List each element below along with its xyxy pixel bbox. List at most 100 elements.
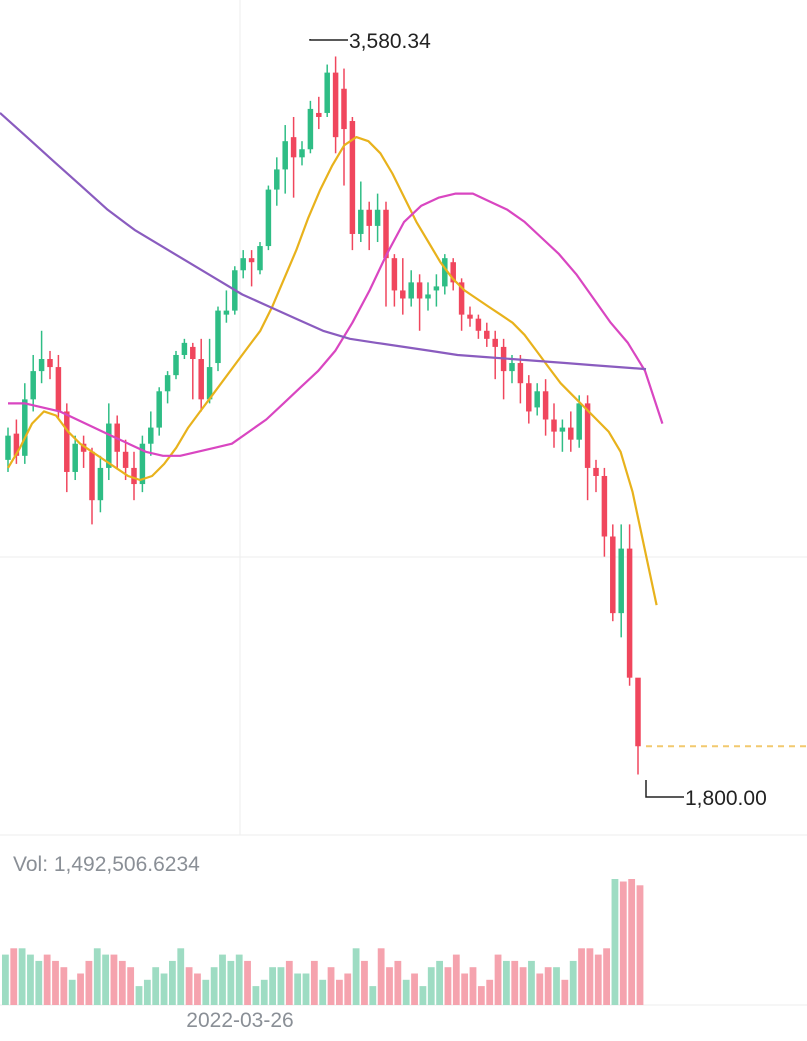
volume-bar	[43, 954, 51, 1005]
candle-body	[265, 189, 272, 247]
candle-body	[131, 467, 137, 485]
candle-body	[559, 427, 566, 432]
volume-bar	[336, 979, 343, 1005]
volume-bar	[85, 960, 93, 1005]
volume-bar	[110, 954, 118, 1005]
volume-bar	[52, 960, 59, 1005]
candle-body	[433, 286, 440, 291]
candle-body	[593, 467, 599, 476]
candle-body	[324, 72, 330, 113]
volume-bar	[369, 986, 377, 1005]
candle-body	[584, 403, 591, 468]
volume-bar	[68, 979, 76, 1005]
ma-slow-line	[0, 112, 647, 371]
candle-body	[215, 310, 221, 364]
low-price-pointer	[645, 780, 684, 798]
volume-bar	[260, 979, 268, 1005]
candle-body	[568, 427, 574, 440]
candle-body	[467, 314, 473, 319]
volume-readout: Vol: 1,492,506.6234	[13, 853, 200, 876]
high-price-marker: 3,580.34	[309, 30, 431, 53]
volume-bar	[628, 879, 636, 1005]
candle-body	[425, 294, 431, 299]
volume-bar	[118, 960, 126, 1005]
volume-bar	[152, 967, 160, 1005]
volume-bar	[402, 979, 410, 1005]
volume-bar	[285, 960, 293, 1005]
volume-bar	[494, 954, 502, 1005]
volume-bar	[160, 973, 168, 1005]
volume-bar	[419, 986, 427, 1005]
candle-body	[492, 338, 498, 347]
volume-bar	[344, 973, 352, 1005]
volume-bar	[594, 954, 602, 1005]
volume-bar	[194, 973, 201, 1005]
candle-body	[38, 359, 45, 372]
volume-bar	[578, 948, 585, 1005]
candle-body	[366, 209, 372, 226]
candle-body	[89, 451, 95, 501]
volume-bar	[135, 986, 143, 1005]
volume-bar	[444, 967, 452, 1005]
candle-body	[164, 375, 171, 392]
candle-body	[80, 443, 87, 452]
volume-bar	[185, 967, 193, 1005]
volume-bar	[503, 960, 510, 1005]
candle-body	[13, 433, 20, 456]
candle-body	[290, 137, 297, 158]
volume-bar	[352, 948, 360, 1005]
low-price-label: 1,800.00	[685, 787, 767, 810]
volume-bar	[327, 967, 335, 1005]
candle-body	[618, 548, 624, 614]
candle-body	[626, 548, 633, 678]
volume-bar	[511, 960, 519, 1005]
volume-bar	[35, 960, 43, 1005]
volume-bar	[561, 979, 569, 1005]
candle-body	[349, 121, 356, 234]
candle-body	[5, 435, 11, 460]
volume-bar	[319, 979, 327, 1005]
volume-bar	[452, 954, 460, 1005]
volume-bar	[2, 954, 9, 1005]
volume-bar	[544, 967, 552, 1005]
candle-body	[22, 399, 28, 456]
candle-body	[341, 88, 347, 130]
candle-body	[190, 346, 196, 360]
candle-body	[47, 359, 53, 368]
price-candles	[5, 56, 641, 775]
volume-bar	[252, 986, 260, 1005]
candle-body	[257, 246, 263, 271]
volume-bar	[60, 967, 68, 1005]
volume-bar	[269, 967, 276, 1005]
volume-bar	[169, 960, 176, 1005]
high-price-label: 3,580.34	[349, 30, 431, 53]
candle-body	[509, 363, 515, 372]
volume-bar	[77, 973, 84, 1005]
volume-bar	[461, 973, 469, 1005]
volume-bar	[235, 954, 243, 1005]
volume-bar	[519, 967, 527, 1005]
volume-bar	[177, 948, 185, 1005]
candle-body	[198, 359, 204, 400]
candle-body	[173, 354, 179, 376]
candle-body	[534, 391, 540, 408]
candle-body	[307, 108, 314, 150]
volume-bars	[2, 879, 644, 1005]
candle-body	[223, 310, 230, 315]
candle-body	[332, 72, 339, 138]
volume-bar	[377, 948, 385, 1005]
candle-body	[551, 419, 557, 432]
volume-bar	[93, 948, 101, 1005]
candle-body	[106, 423, 112, 468]
candle-body	[408, 282, 414, 299]
ma-fast-line	[7, 136, 658, 606]
candle-body	[374, 209, 381, 226]
volume-bar	[411, 973, 418, 1005]
ma-mid-line	[8, 192, 664, 457]
volume-bar	[394, 960, 402, 1005]
volume-bar	[310, 960, 318, 1005]
volume-bar	[477, 986, 485, 1005]
candle-body	[475, 318, 482, 331]
